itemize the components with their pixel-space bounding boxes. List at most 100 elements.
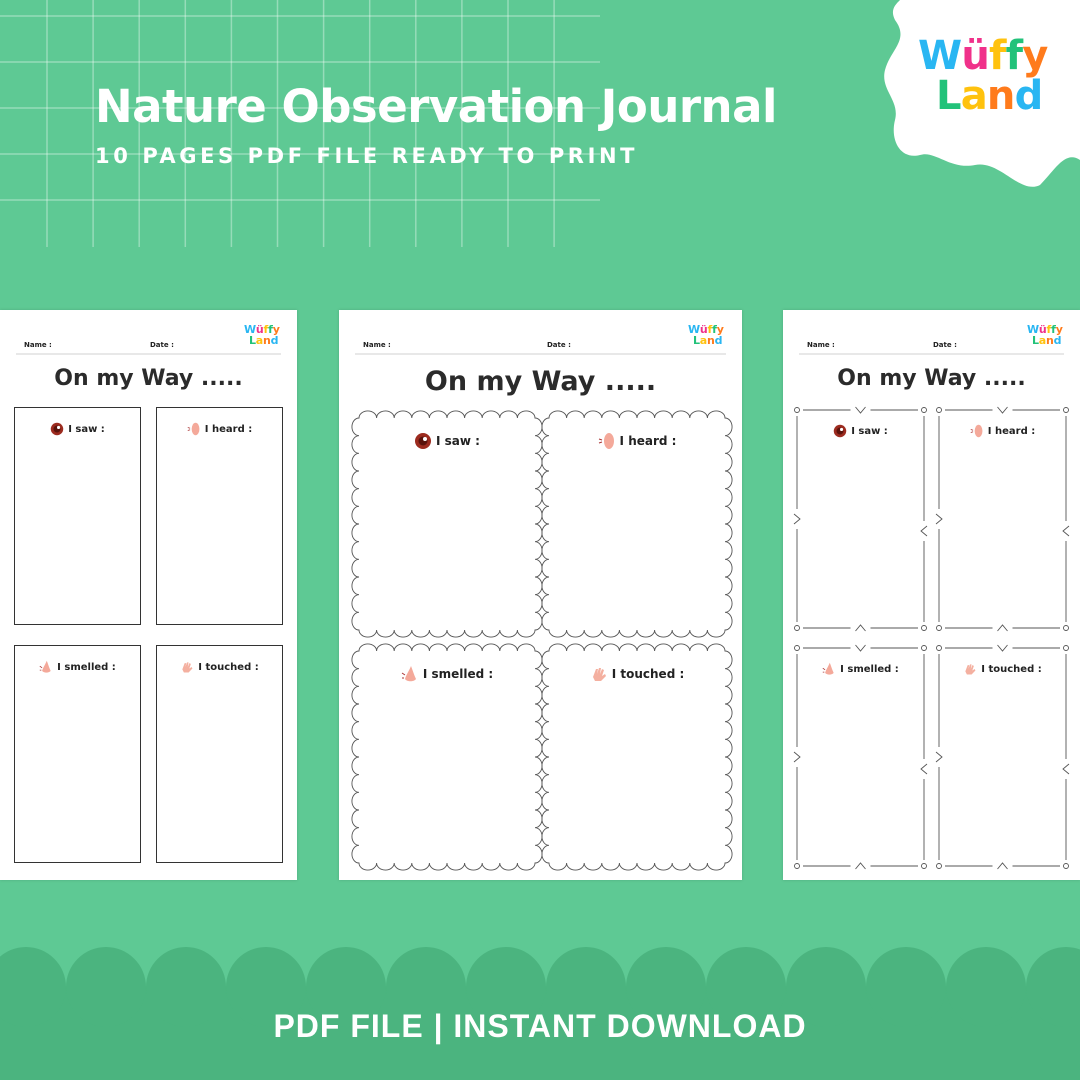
section-label: I smelled : — [359, 665, 535, 683]
observation-box: I smelled : — [793, 644, 928, 870]
section-label-text: I saw : — [851, 425, 888, 437]
logo-letter: L — [692, 334, 700, 347]
logo-letter: d — [714, 334, 723, 347]
section-label-text: I touched : — [611, 667, 685, 681]
section-label-text: I touched : — [981, 663, 1042, 675]
nose-icon — [822, 662, 834, 675]
hand-icon — [182, 662, 193, 673]
observation-box: I touched : — [935, 644, 1070, 870]
name-label: Name : — [807, 341, 835, 349]
logo-line1: Wüffy — [244, 324, 280, 335]
nose-icon — [39, 660, 51, 673]
logo-letter: y — [1022, 33, 1048, 79]
worksheet-page-decorated: Name : Date : Wüffy Land On my Way ..... I… — [783, 310, 1080, 880]
section-label-text: I smelled : — [422, 667, 494, 681]
page-logo: Wüffy Land — [1027, 324, 1063, 346]
logo-letter: n — [1045, 334, 1054, 347]
date-label: Date : — [547, 341, 571, 349]
hand-icon — [965, 664, 976, 675]
logo-letter: f — [707, 323, 713, 336]
eye-icon — [50, 422, 64, 436]
observation-box: I smelled : — [351, 643, 543, 871]
worksheet-title: On my Way ..... — [54, 366, 243, 391]
logo-letter: W — [918, 33, 962, 79]
logo-line2: Land — [918, 76, 1048, 116]
section-label-text: I saw : — [436, 434, 480, 448]
observation-box: I heard : — [935, 406, 1070, 632]
section-label: I heard : — [157, 422, 282, 436]
nose-icon — [401, 666, 416, 682]
logo-letter: f — [712, 323, 717, 336]
logo-letter: W — [244, 323, 256, 336]
logo-letter: ü — [1038, 323, 1047, 336]
page-logo: Wüffy Land — [244, 324, 280, 346]
section-label-text: I touched : — [198, 661, 259, 673]
observation-box: I touched : — [156, 645, 283, 863]
logo-letter: f — [268, 323, 273, 336]
logo-letter: d — [1053, 334, 1062, 347]
section-label-text: I heard : — [204, 423, 253, 435]
header-divider — [799, 353, 1064, 355]
observation-box: I heard : — [541, 410, 733, 638]
logo-letter: f — [1051, 323, 1056, 336]
section-label-text: I smelled : — [840, 663, 899, 675]
date-label: Date : — [150, 341, 174, 349]
logo-letter: f — [263, 323, 269, 336]
observation-box: I saw : — [793, 406, 928, 632]
logo-line1: Wüffy — [1027, 324, 1063, 335]
header-divider — [355, 353, 726, 355]
logo-badge-background — [884, 0, 1080, 187]
section-label: I smelled : — [797, 662, 924, 676]
section-label: I touched : — [157, 660, 282, 674]
ear-icon — [970, 424, 983, 438]
section-label-text: I heard : — [619, 434, 677, 448]
section-label: I saw : — [359, 432, 535, 450]
logo-letter: f — [1046, 323, 1052, 336]
logo-letter: a — [255, 334, 263, 347]
section-label: I heard : — [549, 432, 725, 450]
grid-pattern — [0, 0, 600, 247]
logo-line2: Land — [244, 335, 280, 346]
logo-letter: n — [706, 334, 715, 347]
page-subtitle: 10 PAGES PDF FILE READY TO PRINT — [95, 144, 639, 168]
logo-letter: y — [1055, 323, 1063, 336]
header-divider — [16, 353, 281, 355]
footer-text: PDF FILE | INSTANT DOWNLOAD — [273, 1008, 807, 1044]
logo-letter: L — [1031, 334, 1039, 347]
logo-letter: n — [986, 73, 1015, 119]
worksheet-title: On my Way ..... — [837, 366, 1026, 391]
ear-icon — [598, 433, 614, 449]
logo-letter: f — [1005, 33, 1023, 79]
eye-icon — [833, 424, 847, 438]
logo-line1: Wüffy — [688, 324, 724, 335]
logo-letter: L — [936, 73, 961, 119]
logo-letter: y — [716, 323, 724, 336]
logo-letter: a — [699, 334, 707, 347]
logo-letter: L — [248, 334, 256, 347]
observation-box: I saw : — [351, 410, 543, 638]
section-label-text: I saw : — [68, 423, 105, 435]
logo-letter: d — [1014, 73, 1044, 119]
brand-logo: Wüffy Land — [918, 36, 1048, 116]
section-label-text: I heard : — [987, 425, 1036, 437]
observation-box: I saw : — [14, 407, 141, 625]
logo-letter: a — [960, 73, 988, 119]
section-label: I touched : — [939, 662, 1066, 676]
observation-box: I heard : — [156, 407, 283, 625]
logo-line1: Wüffy — [918, 36, 1048, 76]
section-label: I touched : — [549, 665, 725, 683]
logo-letter: ü — [255, 323, 264, 336]
logo-letter: W — [688, 323, 700, 336]
name-label: Name : — [363, 341, 391, 349]
logo-letter: d — [270, 334, 279, 347]
observation-box: I smelled : — [14, 645, 141, 863]
worksheet-title: On my Way ..... — [424, 366, 657, 397]
section-label: I smelled : — [15, 660, 140, 674]
eye-icon — [415, 433, 432, 449]
page-logo: Wüffy Land — [688, 324, 724, 346]
section-label: I saw : — [797, 424, 924, 438]
logo-letter: y — [272, 323, 280, 336]
section-label-text: I smelled : — [57, 661, 116, 673]
logo-line2: Land — [688, 335, 724, 346]
